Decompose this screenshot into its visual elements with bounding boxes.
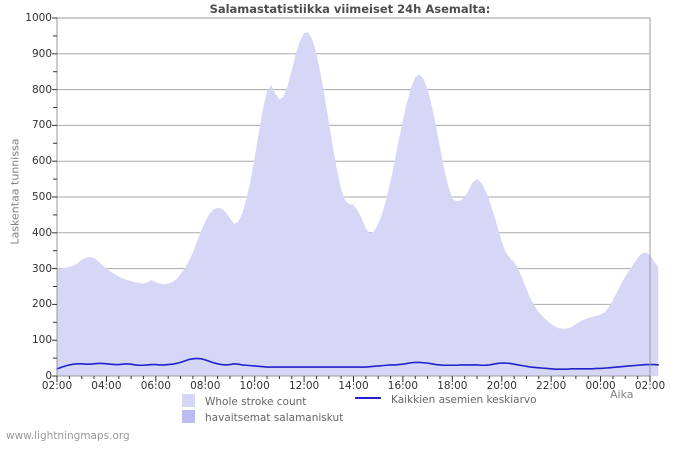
- y-axis-tick-labels: 0 100 200 300 400 500 600 700 800 900 1000: [10, 0, 52, 450]
- legend-item[interactable]: Kaikkien asemien keskiarvo: [355, 394, 537, 406]
- legend-swatch-marker: [182, 394, 195, 407]
- area-series: [57, 32, 659, 376]
- x-tick-label: 08:00: [190, 380, 221, 392]
- y-tick-label: 0: [45, 370, 52, 382]
- legend-swatch-marker: [182, 410, 195, 423]
- x-axis-title: Aika: [610, 388, 634, 401]
- page-title: Salamastatistiikka viimeiset 24h Asemalt…: [209, 2, 491, 16]
- x-tick-label: 12:00: [288, 380, 320, 392]
- x-tick-label: 14:00: [338, 380, 369, 392]
- x-tick-label: 06:00: [140, 380, 171, 392]
- x-tick-label: 02:00: [634, 380, 666, 392]
- y-tick-label: 800: [31, 83, 52, 96]
- chart-legend: Whole stroke count havaitsemat salamanisk…: [0, 394, 700, 428]
- y-tick-label: 700: [31, 119, 52, 132]
- legend-label: Whole stroke count: [205, 396, 307, 408]
- legend-label: Kaikkien asemien keskiarvo: [391, 394, 537, 406]
- data-series-group: [57, 32, 659, 376]
- x-tick-label: 18:00: [437, 380, 468, 392]
- legend-label: havaitsemat salamaniskut: [205, 412, 344, 424]
- x-tick-label: 22:00: [536, 380, 567, 392]
- x-tick-label: 04:00: [91, 380, 122, 392]
- y-tick-label: 1000: [25, 12, 52, 24]
- y-tick-label: 100: [31, 334, 52, 347]
- x-tick-label: 16:00: [387, 380, 419, 392]
- legend-item[interactable]: havaitsemat salamaniskut: [182, 410, 343, 424]
- y-tick-label: 500: [31, 191, 52, 203]
- legend-line-marker: [355, 397, 381, 399]
- y-axis-ticks: [52, 17, 57, 377]
- y-tick-label: 900: [31, 47, 52, 60]
- x-axis-ticks: [56, 376, 651, 382]
- y-tick-label: 300: [31, 262, 52, 275]
- y-tick-label: 200: [31, 298, 52, 311]
- x-tick-label: 10:00: [239, 380, 270, 392]
- y-tick-label: 600: [31, 155, 52, 168]
- y-tick-label: 400: [31, 226, 52, 239]
- x-tick-label: 02:00: [41, 380, 73, 392]
- x-tick-label: 20:00: [486, 380, 517, 392]
- legend-item[interactable]: Whole stroke count: [182, 394, 306, 408]
- average-line-series: [56, 357, 660, 370]
- x-tick-label: 00:00: [585, 380, 616, 392]
- footer-attribution: www.lightningmaps.org: [6, 430, 130, 442]
